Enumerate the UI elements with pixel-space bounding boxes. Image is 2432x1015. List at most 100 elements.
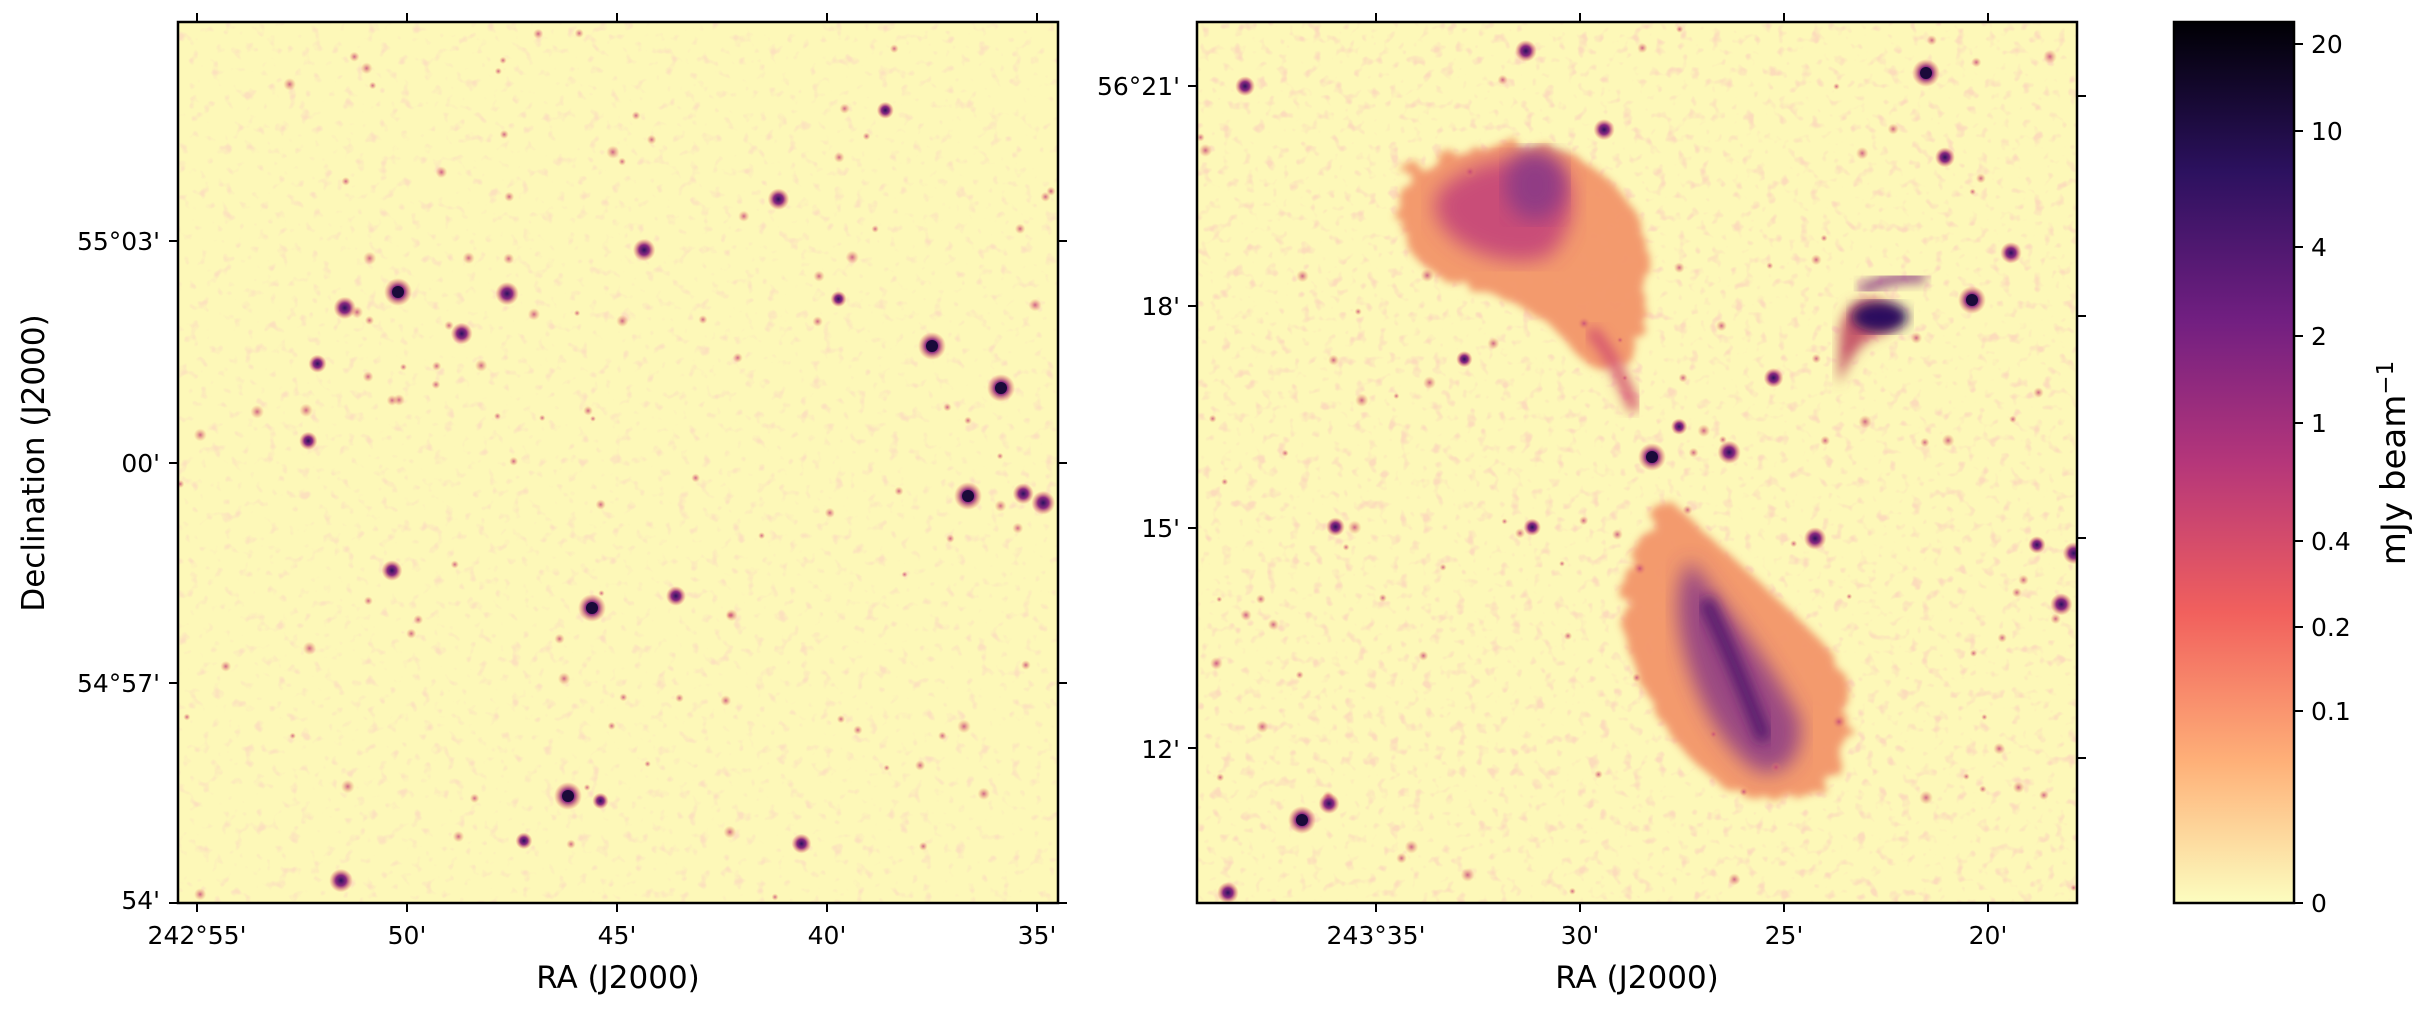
point-source bbox=[574, 28, 584, 38]
point-source bbox=[554, 633, 565, 645]
point-source bbox=[538, 414, 546, 422]
point-source bbox=[1709, 730, 1718, 739]
point-source bbox=[1611, 528, 1623, 541]
point-source bbox=[250, 404, 265, 419]
point-source bbox=[813, 270, 825, 282]
point-source bbox=[853, 725, 863, 735]
point-source bbox=[1326, 517, 1345, 537]
point-source bbox=[1281, 449, 1289, 457]
point-source bbox=[1997, 633, 2007, 643]
right-axis-ticks bbox=[1188, 13, 2086, 912]
point-source bbox=[431, 361, 442, 371]
point-source bbox=[665, 586, 686, 606]
point-source bbox=[1393, 392, 1400, 400]
point-source bbox=[1616, 336, 1624, 344]
point-source bbox=[1216, 773, 1225, 782]
point-source bbox=[644, 760, 651, 768]
left-panel: 55°03' 00' 54°57' 54' 242°55' 50' 45' 40… bbox=[16, 13, 1067, 996]
point-source bbox=[333, 296, 356, 320]
point-source bbox=[1820, 234, 1828, 242]
point-source bbox=[598, 589, 605, 597]
point-source bbox=[619, 693, 628, 702]
point-source bbox=[607, 721, 616, 731]
right-panel: 56°21' 18' 15' 12' 243°35' 30' 25' 20' R… bbox=[1097, 13, 2086, 996]
point-source bbox=[1673, 262, 1685, 274]
point-source bbox=[1014, 223, 1026, 235]
point-source bbox=[732, 352, 743, 363]
point-source bbox=[302, 641, 317, 656]
point-source bbox=[918, 841, 928, 851]
point-source bbox=[194, 888, 207, 901]
point-source bbox=[1255, 594, 1266, 604]
point-source bbox=[450, 560, 459, 569]
point-source bbox=[350, 305, 364, 319]
point-source bbox=[1820, 435, 1831, 446]
point-source bbox=[462, 251, 475, 265]
right-x-tick-label: 25' bbox=[1765, 921, 1804, 950]
point-source bbox=[1514, 40, 1537, 62]
point-source bbox=[363, 251, 377, 265]
point-source bbox=[631, 111, 641, 120]
colorbar-tick-label: 0.4 bbox=[2311, 527, 2351, 556]
point-source bbox=[1020, 660, 1031, 670]
point-source bbox=[381, 560, 403, 581]
point-source bbox=[771, 893, 779, 901]
point-source bbox=[894, 486, 904, 496]
right-y-tick-label: 56°21' bbox=[1097, 72, 1180, 101]
point-source bbox=[1267, 618, 1279, 631]
bright-point-core bbox=[1920, 67, 1932, 79]
point-source bbox=[452, 830, 465, 843]
point-source bbox=[1404, 840, 1419, 854]
point-source bbox=[830, 290, 847, 308]
point-source bbox=[1763, 367, 1784, 388]
point-source bbox=[606, 145, 620, 159]
point-source bbox=[720, 695, 732, 707]
point-source bbox=[1832, 714, 1846, 729]
colorbar-tick-label: 2 bbox=[2311, 322, 2327, 351]
point-source bbox=[1296, 269, 1309, 283]
point-source bbox=[1342, 543, 1350, 551]
point-source bbox=[1295, 670, 1304, 679]
point-source bbox=[329, 868, 353, 893]
left-x-tick-label: 40' bbox=[808, 921, 847, 950]
point-source bbox=[1577, 316, 1591, 330]
point-source bbox=[1318, 793, 1340, 815]
right-x-tick-label: 20' bbox=[1969, 921, 2008, 950]
point-source bbox=[1728, 873, 1741, 886]
point-source bbox=[1941, 434, 1955, 447]
point-source bbox=[1971, 57, 1982, 68]
point-source bbox=[509, 456, 519, 466]
point-source bbox=[1217, 881, 1239, 903]
point-source bbox=[2009, 415, 2017, 424]
point-source bbox=[1209, 656, 1223, 670]
point-source bbox=[1969, 649, 1978, 657]
colorbar-unit-exponent: −1 bbox=[2373, 361, 2399, 395]
point-source bbox=[399, 363, 407, 371]
point-source bbox=[1632, 673, 1642, 683]
colorbar-ticks: 20 10 4 2 1 0.4 0.2 0.1 0 bbox=[2294, 30, 2351, 918]
point-source bbox=[1670, 418, 1688, 435]
colorbar-tick-label: 0.1 bbox=[2311, 697, 2351, 726]
point-source bbox=[698, 315, 708, 325]
point-source bbox=[1855, 146, 1869, 160]
point-source bbox=[833, 151, 845, 163]
bright-point-core bbox=[1646, 451, 1658, 463]
point-source bbox=[1803, 527, 1827, 550]
point-source bbox=[1497, 74, 1508, 86]
point-source bbox=[340, 779, 355, 794]
right-x-axis-label: RA (J2000) bbox=[1555, 960, 1719, 996]
point-source bbox=[283, 77, 297, 91]
point-source bbox=[2033, 387, 2044, 398]
point-source bbox=[349, 51, 360, 62]
point-source bbox=[691, 473, 701, 483]
point-source bbox=[1396, 852, 1407, 864]
point-source bbox=[595, 499, 606, 510]
left-y-tick-label: 54' bbox=[121, 886, 160, 915]
point-source bbox=[494, 67, 502, 75]
point-source bbox=[1347, 520, 1362, 535]
colorbar-gradient bbox=[2174, 22, 2294, 903]
bright-point-core bbox=[562, 790, 574, 802]
point-source bbox=[758, 532, 766, 540]
right-y-tick-label: 15' bbox=[1141, 514, 1180, 543]
